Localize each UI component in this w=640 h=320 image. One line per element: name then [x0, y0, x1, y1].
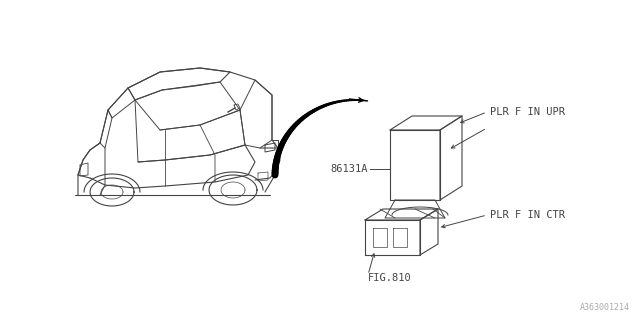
Text: PLR F IN UPR: PLR F IN UPR	[490, 107, 565, 117]
Text: 86131A: 86131A	[330, 164, 368, 173]
Text: A363001214: A363001214	[580, 303, 630, 312]
Text: FIG.810: FIG.810	[368, 273, 412, 283]
Text: PLR F IN CTR: PLR F IN CTR	[490, 210, 565, 220]
